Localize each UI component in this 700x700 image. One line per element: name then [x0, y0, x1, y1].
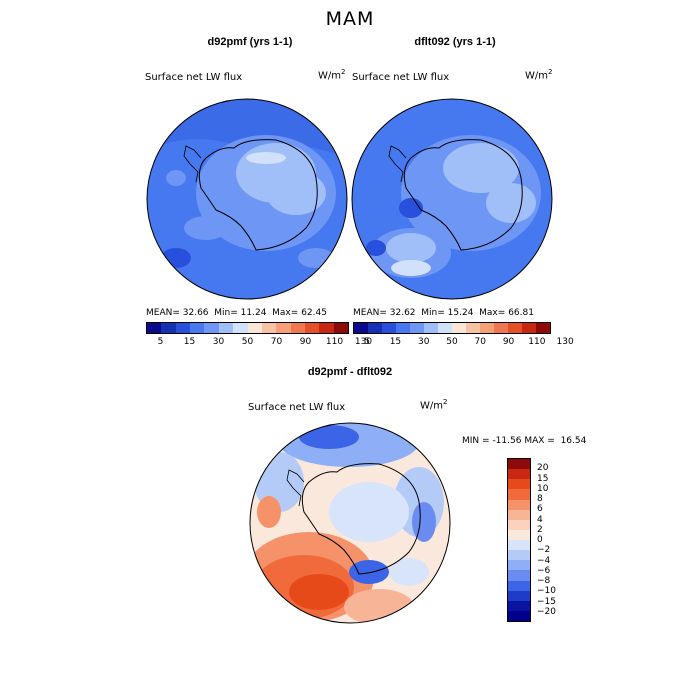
colorbar-swatch [190, 323, 205, 333]
colorbar-swatch [452, 323, 466, 333]
colorbar-swatch [410, 323, 424, 333]
colorbar-tick-label: 2 [537, 524, 543, 535]
colorbar-tick-label: 6 [537, 504, 543, 515]
colorbar-swatch [438, 323, 452, 333]
colorbar-swatch [508, 600, 530, 611]
diff-panel-title: d92pmf - dflt092 [307, 366, 393, 378]
colorbar-tick-label: 50 [446, 337, 458, 347]
colorbar-tick-label: 4 [537, 514, 543, 525]
colorbar-swatch [354, 323, 368, 333]
colorbar-swatch [218, 323, 234, 333]
colorbar-swatch [233, 323, 248, 333]
colorbar-tick-label: 70 [270, 337, 283, 347]
colorbar-tick-label: −15 [537, 596, 556, 607]
panel2-field-label: Surface net LW flux [352, 72, 450, 83]
colorbar-swatch [382, 323, 396, 333]
colorbar-tick-label: −2 [537, 545, 551, 556]
colorbar-swatch [466, 323, 480, 333]
colorbar-swatch [290, 323, 305, 333]
colorbar-tick-label: 110 [325, 337, 344, 347]
panel2-map [351, 98, 553, 300]
colorbar-tick-label: 5 [157, 337, 164, 347]
colorbar-tick-label: 30 [212, 337, 225, 347]
colorbar-tick-label: 5 [364, 337, 371, 347]
colorbar-swatch [508, 529, 530, 540]
colorbar-swatch [508, 489, 530, 500]
colorbar-tick-label: 10 [537, 483, 549, 494]
colorbar-swatch [396, 323, 410, 333]
colorbar-swatch [333, 323, 349, 333]
colorbar-swatch [508, 570, 530, 581]
colorbar-swatch [147, 323, 162, 333]
colorbar-tick-label: 130 [556, 337, 574, 347]
colorbar-swatch [508, 469, 530, 480]
colorbar-tick-label: 8 [537, 494, 543, 504]
colorbar-tick-label: 90 [502, 337, 515, 347]
colorbar-swatch [508, 580, 530, 591]
diff-units: W/m2 [420, 398, 448, 412]
panel2-colorbar-labels: 5 15 30 50 70 90 110 130 [353, 337, 573, 349]
colorbar-swatch [161, 323, 176, 333]
colorbar-swatch [508, 459, 530, 470]
diff-map [249, 422, 451, 624]
colorbar-tick-label: 15 [389, 337, 402, 347]
colorbar-tick-label: 50 [241, 337, 254, 347]
panel1-stats: MEAN= 32.66 Min= 11.24 Max= 62.45 [146, 308, 327, 318]
colorbar-swatch [508, 560, 530, 571]
diff-field-label: Surface net LW flux [248, 402, 346, 413]
colorbar-swatch [508, 519, 530, 530]
colorbar-swatch [508, 499, 530, 510]
colorbar-swatch [508, 323, 522, 333]
colorbar-swatch [508, 509, 530, 520]
panel1-map [146, 98, 348, 300]
colorbar-swatch [304, 323, 320, 333]
colorbar-swatch [480, 323, 494, 333]
diff-colorbar-labels: 20 15 10 8 6 4 2 0 −2 −4 −6 −8 −10 −15 −20 [537, 458, 577, 622]
colorbar-tick-label: 70 [474, 337, 487, 347]
panel2-colorbar [353, 322, 551, 334]
colorbar-swatch [175, 323, 191, 333]
colorbar-swatch [247, 323, 262, 333]
colorbar-tick-label: 90 [299, 337, 312, 347]
colorbar-swatch [494, 323, 508, 333]
colorbar-swatch [276, 323, 291, 333]
colorbar-tick-label: 15 [183, 337, 196, 347]
colorbar-swatch [204, 323, 219, 333]
colorbar-tick-label: 30 [417, 337, 430, 347]
panel1-colorbar [146, 322, 349, 334]
colorbar-tick-label: −10 [537, 586, 556, 597]
colorbar-tick-label: 15 [537, 473, 549, 484]
colorbar-tick-label: 20 [537, 463, 549, 474]
colorbar-tick-label: −20 [537, 606, 556, 617]
colorbar-tick-label: −4 [537, 555, 551, 566]
colorbar-swatch [522, 323, 536, 333]
colorbar-swatch [261, 323, 277, 333]
panel1-field-label: Surface net LW flux [145, 72, 243, 83]
colorbar-tick-label: 110 [528, 337, 546, 347]
panel2-stats: MEAN= 32.62 Min= 15.24 Max= 66.81 [353, 308, 534, 318]
panel1-units: W/m2 [318, 68, 346, 82]
panel1-colorbar-labels: 5 15 30 50 70 90 110 130 [146, 337, 372, 349]
colorbar-swatch [536, 323, 550, 333]
colorbar-tick-label: 0 [537, 535, 543, 545]
figure-title: MAM [325, 8, 375, 30]
diff-colorbar [507, 458, 531, 622]
colorbar-swatch [424, 323, 438, 333]
panel1-title: d92pmf (yrs 1-1) [207, 36, 293, 48]
colorbar-swatch [508, 540, 530, 551]
colorbar-swatch [508, 610, 530, 621]
colorbar-tick-label: −8 [537, 576, 551, 586]
panel2-title: dflt092 (yrs 1-1) [414, 36, 496, 48]
colorbar-tick-label: 130 [354, 337, 373, 347]
colorbar-tick-label: −6 [537, 565, 551, 576]
diff-min-max: MIN = -11.56 MAX = 16.54 [462, 436, 587, 446]
colorbar-swatch [508, 550, 530, 561]
panel2-units: W/m2 [525, 68, 553, 82]
colorbar-swatch [319, 323, 334, 333]
colorbar-swatch [508, 590, 530, 601]
colorbar-swatch [368, 323, 382, 333]
colorbar-swatch [508, 479, 530, 490]
